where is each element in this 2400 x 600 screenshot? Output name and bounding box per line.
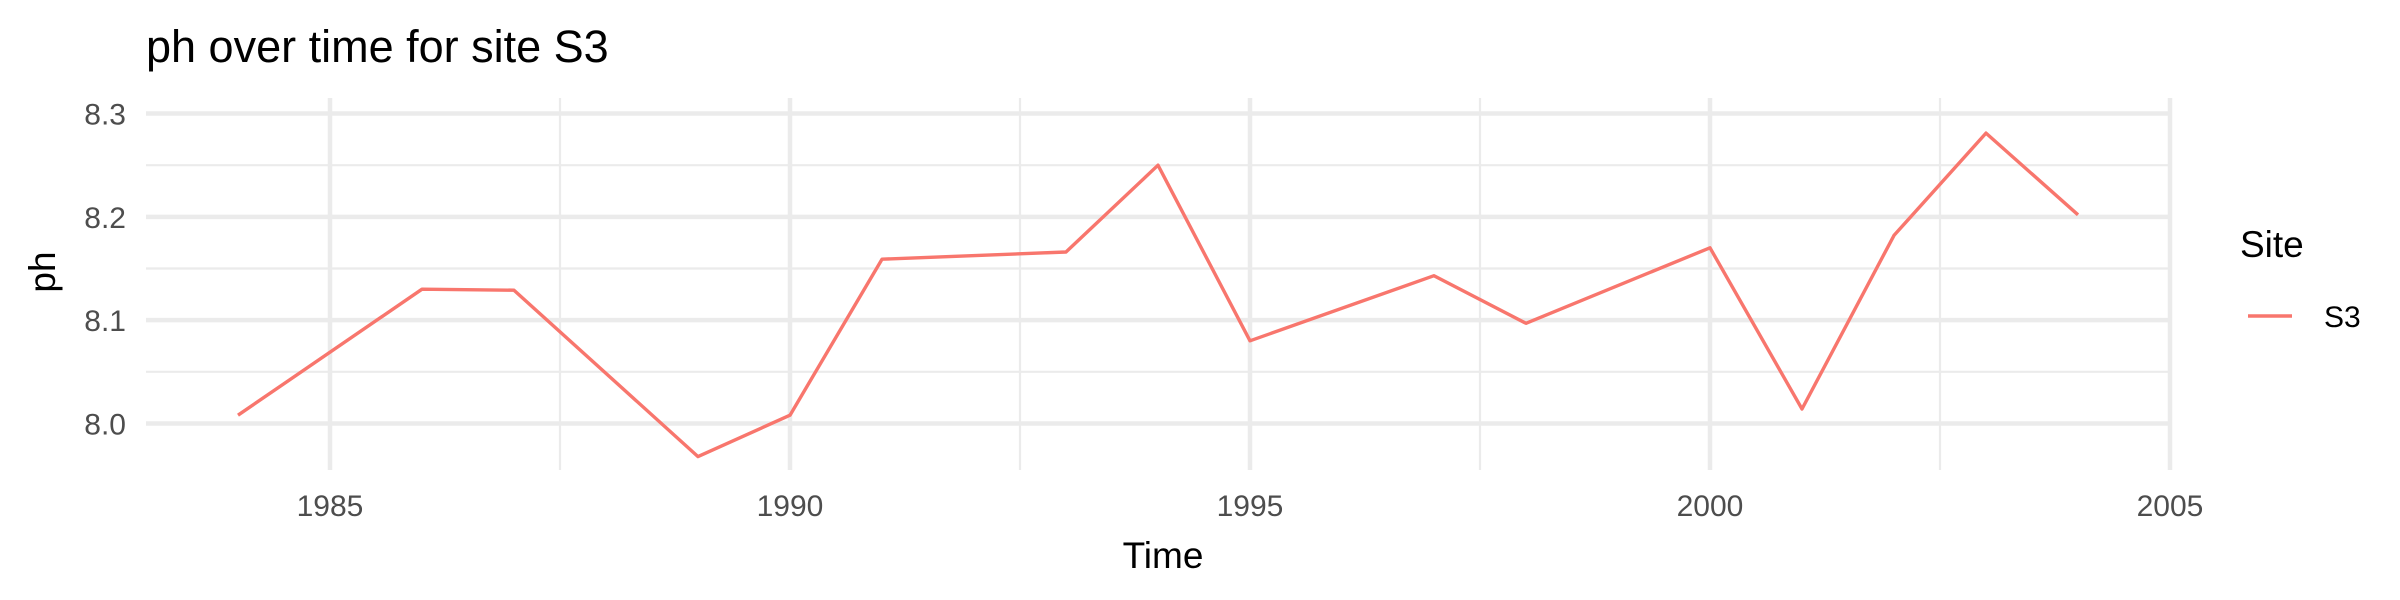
x-tick-label: 2005	[2137, 490, 2204, 523]
y-axis-ticks: 8.0 8.1 8.2 8.3	[84, 99, 126, 442]
x-axis-title: Time	[1123, 535, 1204, 576]
x-tick-label: 1990	[757, 490, 824, 523]
y-axis-title: ph	[22, 251, 63, 292]
x-tick-label: 2000	[1677, 490, 1744, 523]
grid	[146, 98, 2173, 470]
x-tick-label: 1985	[297, 490, 364, 523]
series-layer	[237, 131, 2080, 459]
legend-title: Site	[2240, 224, 2304, 265]
x-tick-label: 1995	[1217, 490, 1284, 523]
legend-entries: S3	[2248, 301, 2361, 334]
x-axis-ticks: 1985 1990 1995 2000 2005	[297, 490, 2204, 523]
y-tick-label: 8.0	[84, 409, 126, 442]
y-tick-label: 8.3	[84, 99, 126, 132]
y-tick-label: 8.1	[84, 305, 126, 338]
legend: Site S3	[2240, 224, 2361, 334]
series-line-s3	[237, 131, 2080, 459]
legend-label: S3	[2324, 301, 2361, 334]
chart-title: ph over time for site S3	[146, 21, 609, 72]
y-tick-label: 8.2	[84, 202, 126, 235]
